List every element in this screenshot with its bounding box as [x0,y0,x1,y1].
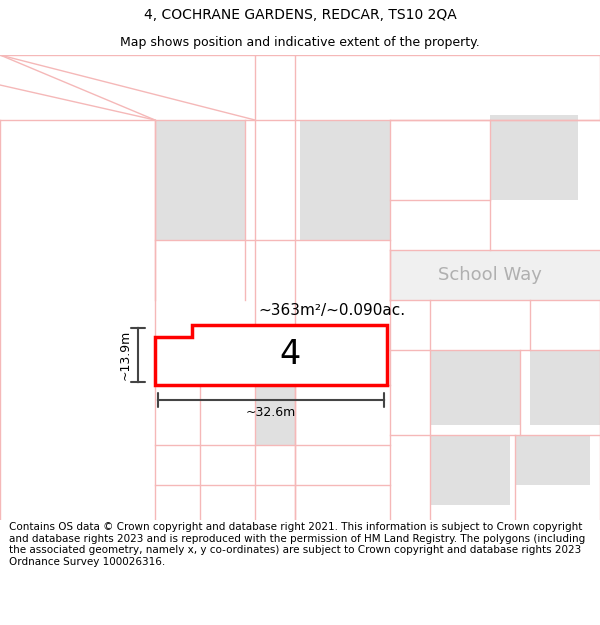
Bar [255,325,295,375]
Text: 4: 4 [280,339,301,371]
Polygon shape [155,325,387,385]
Bar [430,435,510,505]
Bar [430,350,520,425]
Text: ~363m²/~0.090ac.: ~363m²/~0.090ac. [258,302,405,318]
Bar [155,120,245,240]
Text: School Way: School Way [438,266,542,284]
Text: ~32.6m: ~32.6m [246,406,296,419]
Bar [515,435,590,485]
Text: 4, COCHRANE GARDENS, REDCAR, TS10 2QA: 4, COCHRANE GARDENS, REDCAR, TS10 2QA [143,8,457,22]
Bar [530,350,600,425]
Bar [255,385,295,445]
Text: Map shows position and indicative extent of the property.: Map shows position and indicative extent… [120,36,480,49]
Bar [300,120,390,240]
Polygon shape [390,250,600,300]
Text: ~13.9m: ~13.9m [119,330,132,380]
Text: Contains OS data © Crown copyright and database right 2021. This information is : Contains OS data © Crown copyright and d… [9,522,585,567]
Bar [490,115,578,200]
